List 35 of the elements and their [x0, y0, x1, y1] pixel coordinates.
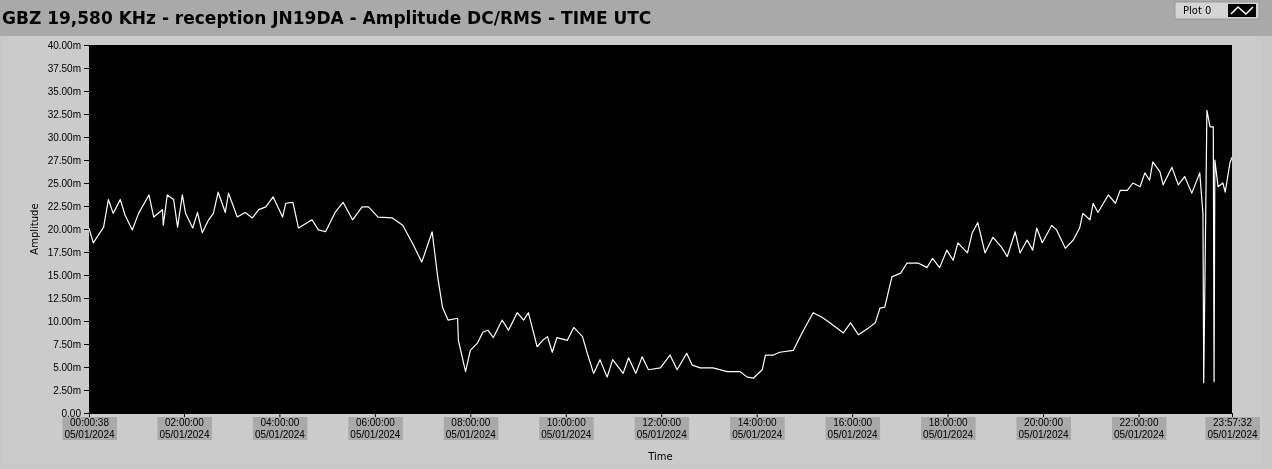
x-tick-label: 02:00:00 05/01/2024: [159, 417, 210, 440]
x-tick-label: 18:00:00 05/01/2024: [923, 417, 974, 440]
y-tick-label: 2.50m: [53, 384, 81, 396]
x-tick-label: 08:00:00 05/01/2024: [445, 417, 497, 440]
x-tick-label: 14:00:00 05/01/2024: [732, 417, 783, 440]
y-tick-label: 7.50m: [53, 338, 81, 350]
y-tick-label: 17.50m: [47, 246, 81, 258]
line-series: [88, 109, 1233, 384]
y-tick-label: 40.00m: [47, 39, 81, 51]
y-tick-label: 15.00m: [47, 269, 81, 281]
chart-title: GBZ 19,580 KHz - reception JN19DA - Amplitude DC/RMS - TIME UTC: [2, 8, 652, 28]
x-tick-label: 16:00:00 05/01/2024: [827, 417, 879, 440]
x-axis-title: Time: [647, 451, 673, 462]
y-tick-label: 27.50m: [47, 154, 81, 166]
y-axis-title: Amplitude: [29, 203, 40, 255]
y-tick-label: 5.00m: [53, 361, 81, 373]
legend-label: Plot 0: [1183, 5, 1212, 16]
y-tick-label: 10.00m: [47, 315, 81, 327]
y-tick-label: 20.00m: [47, 223, 81, 235]
y-tick-label: 22.50m: [47, 200, 81, 212]
x-tick-label: 12:00:00 05/01/2024: [636, 417, 688, 440]
x-tick-label: 22:00:00 05/01/2024: [1113, 417, 1165, 440]
y-tick-label: 25.00m: [47, 177, 81, 189]
y-tick-label: 37.50m: [47, 62, 81, 74]
y-tick-label: 0.00: [61, 407, 82, 419]
x-tick-label: 06:00:00 05/01/2024: [350, 417, 401, 440]
x-tick-label: 20:00:00 05/01/2024: [1018, 417, 1070, 440]
y-tick-label: 35.00m: [47, 85, 81, 97]
x-tick-label: 00:00:38 05/01/2024: [64, 417, 115, 440]
x-tick-label: 10:00:00 05/01/2024: [541, 417, 592, 440]
x-tick-label: 04:00:00 05/01/2024: [254, 417, 306, 440]
y-tick-label: 12.50m: [47, 292, 81, 304]
y-tick-label: 32.50m: [47, 108, 81, 120]
y-tick-label: 30.00m: [47, 131, 81, 143]
x-tick-label: 23:57:32 05/01/2024: [1207, 417, 1258, 440]
